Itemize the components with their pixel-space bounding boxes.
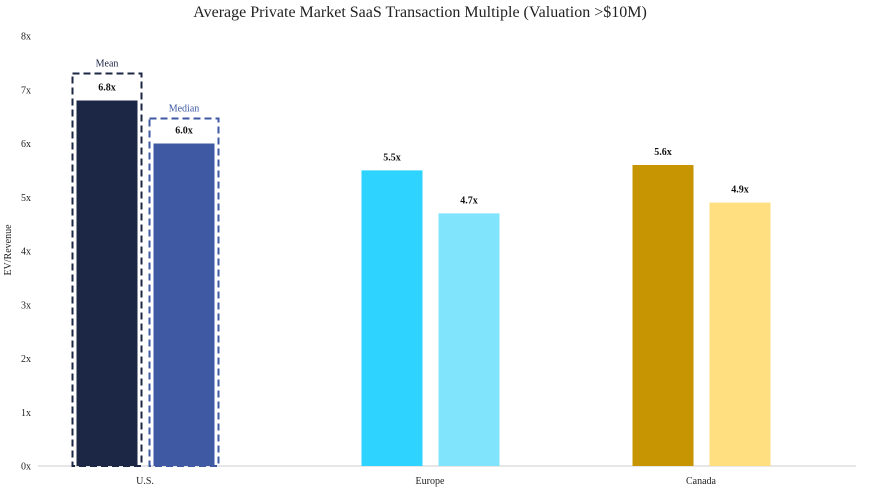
bar-median-2: [709, 202, 771, 466]
bar-mean-0: [76, 100, 138, 466]
y-tick-label: 1x: [21, 408, 31, 419]
y-ticks: 0x 1x 2x 3x 4x 5x 6x 7x 8x: [21, 32, 31, 473]
y-tick-label: 4x: [21, 247, 31, 258]
legend-box-median: [148, 117, 220, 467]
chart-title: Average Private Market SaaS Transaction …: [193, 4, 647, 21]
legend-box-mean: [71, 72, 143, 467]
x-ticks: U.S. Europe Canada: [136, 476, 716, 487]
data-label: 5.5x: [383, 152, 401, 163]
x-tick-label: U.S.: [136, 476, 154, 487]
bar-median-1: [438, 213, 500, 466]
legend-label-median: Median: [169, 104, 200, 115]
bar-mean-2: [632, 165, 694, 466]
data-label: 5.6x: [654, 147, 672, 158]
y-tick-label: 6x: [21, 139, 31, 150]
y-tick-label: 2x: [21, 354, 31, 365]
y-axis-label: EV/Revenue: [3, 224, 14, 276]
y-tick-label: 5x: [21, 193, 31, 204]
data-label: 6.0x: [175, 126, 193, 137]
x-tick-label: Canada: [686, 476, 717, 487]
data-label: 4.9x: [731, 185, 749, 196]
bars: [76, 100, 771, 466]
bar-median-0: [153, 143, 215, 466]
legend-label-mean: Mean: [96, 59, 119, 70]
y-tick-label: 3x: [21, 300, 31, 311]
legend: Mean Median: [71, 59, 220, 467]
y-tick-label: 7x: [21, 85, 31, 96]
bar-mean-1: [361, 170, 423, 466]
y-tick-label: 8x: [21, 32, 31, 43]
x-tick-label: Europe: [416, 476, 445, 487]
value-labels: 6.8x 6.0x 5.5x 4.7x 5.6x 4.9x: [98, 83, 749, 207]
y-tick-label: 0x: [21, 462, 31, 473]
data-label: 6.8x: [98, 83, 116, 94]
data-label: 4.7x: [460, 195, 478, 206]
